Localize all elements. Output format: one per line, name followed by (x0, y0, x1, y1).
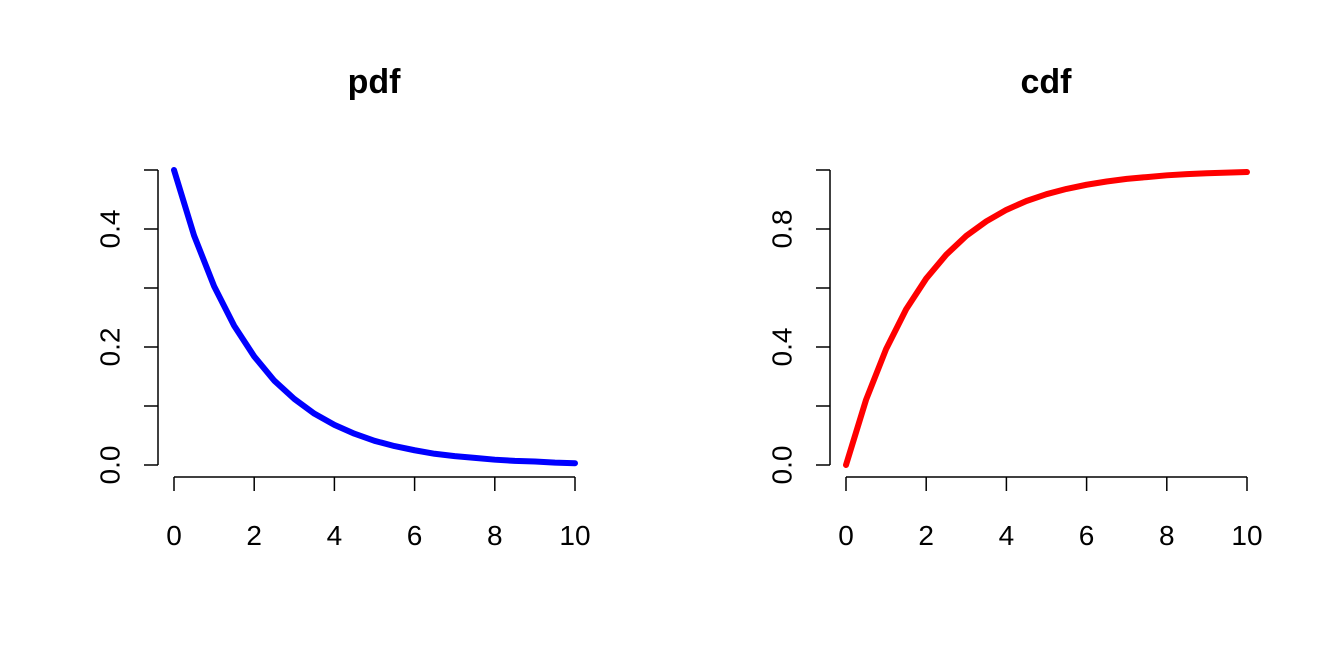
pdf-y-tick-label: 0.0 (95, 446, 126, 485)
pdf-x-tick-label: 8 (487, 520, 503, 551)
cdf-x-tick-label: 4 (999, 520, 1015, 551)
pdf-title: pdf (348, 63, 402, 101)
pdf-y-tick-label: 0.4 (95, 210, 126, 249)
pdf-x-tick-label: 4 (327, 520, 343, 551)
cdf-title: cdf (1021, 63, 1073, 101)
cdf-y-tick-label: 0.4 (767, 328, 798, 367)
cdf-panel: cdf 0 2 4 6 8 10 0.0 0.4 0.8 (767, 63, 1263, 551)
cdf-x-tick-label: 8 (1159, 520, 1175, 551)
cdf-series-line (843, 169, 1250, 468)
cdf-y-ticks: 0.0 0.4 0.8 (767, 169, 830, 485)
cdf-x-tick-label: 2 (918, 520, 934, 551)
pdf-x-tick-label: 6 (407, 520, 423, 551)
pdf-y-tick-label: 0.2 (95, 328, 126, 367)
pdf-x-tick-label: 2 (246, 520, 262, 551)
cdf-y-tick-label: 0.8 (767, 210, 798, 249)
cdf-x-ticks: 0 2 4 6 8 10 (838, 477, 1263, 551)
cdf-x-tick-label: 6 (1079, 520, 1095, 551)
pdf-series-line (171, 167, 578, 467)
cdf-y-tick-label: 0.0 (767, 446, 798, 485)
pdf-panel: pdf 0 2 4 6 8 10 0.0 0.2 0.4 (95, 63, 591, 551)
pdf-x-tick-label: 0 (166, 520, 182, 551)
pdf-y-ticks: 0.0 0.2 0.4 (95, 169, 158, 485)
cdf-x-tick-label: 0 (838, 520, 854, 551)
pdf-x-ticks: 0 2 4 6 8 10 (166, 477, 591, 551)
pdf-x-tick-label: 10 (559, 520, 590, 551)
cdf-x-tick-label: 10 (1231, 520, 1262, 551)
